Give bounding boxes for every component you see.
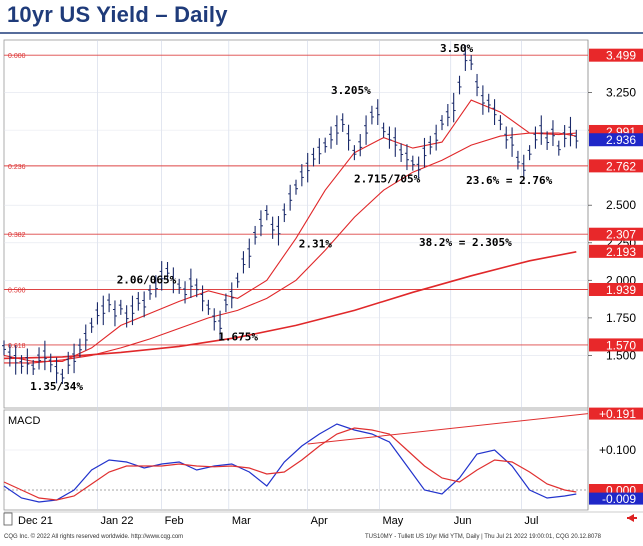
scroll-start-marker[interactable] bbox=[3, 512, 13, 526]
price-annotation: 23.6% = 2.76% bbox=[466, 174, 552, 187]
fib-layer: 0.000 0.236 0.382 0.500 0.618 bbox=[4, 53, 588, 350]
month-label: Jul bbox=[524, 515, 538, 527]
fib-value-box bbox=[589, 338, 643, 352]
fib-level-label: 0.500 bbox=[8, 287, 26, 294]
macd-value-box bbox=[589, 407, 643, 420]
fib-value-box-label: 2.762 bbox=[606, 159, 636, 173]
price-value-box-label: 2.936 bbox=[606, 133, 636, 147]
fib-level-label: 0.236 bbox=[8, 164, 26, 171]
moving-average-ma_mid bbox=[4, 132, 577, 364]
fib-value-box bbox=[589, 227, 643, 241]
month-label: May bbox=[383, 515, 404, 527]
scroll-arrow-tail[interactable] bbox=[627, 517, 637, 519]
price-annotation: 3.50% bbox=[440, 42, 473, 55]
macd-label: MACD bbox=[8, 415, 40, 427]
fib-value-box-label: 1.570 bbox=[606, 338, 636, 352]
fib-value-box-label: 3.499 bbox=[606, 49, 636, 63]
month-label: Jan 22 bbox=[100, 515, 133, 527]
fib-value-box-label: 1.939 bbox=[606, 283, 636, 297]
fib-value-box bbox=[589, 282, 643, 296]
annotation-layer: 3.50% 3.205% 2.715/705% 23.6% = 2.76% 38.2% … bbox=[30, 42, 553, 393]
price-value-box bbox=[589, 244, 643, 258]
price-annotation: 2.31% bbox=[299, 237, 332, 250]
moving-average-layer bbox=[3, 99, 577, 364]
month-label: Apr bbox=[311, 515, 328, 527]
price-value-box-label: 2.193 bbox=[606, 245, 636, 259]
moving-average-ma_long bbox=[3, 251, 577, 360]
price-tick-label: 1.750 bbox=[606, 311, 636, 325]
price-value-box bbox=[589, 133, 643, 147]
month-label: Mar bbox=[232, 515, 251, 527]
price-annotation: 1.675% bbox=[218, 330, 258, 343]
fib-level-label: 0.618 bbox=[8, 343, 26, 350]
macd-tick-label: +0.100 bbox=[599, 443, 636, 457]
price-annotation: 38.2% = 2.305% bbox=[419, 236, 512, 249]
macd-panel bbox=[3, 409, 589, 511]
price-tick-label: 2.500 bbox=[606, 198, 636, 212]
footer-left: CQG Inc. © 2022 All rights reserved worl… bbox=[4, 533, 183, 540]
macd-value-box-label: -0.009 bbox=[602, 492, 636, 506]
price-tick-label: 3.250 bbox=[606, 86, 636, 100]
ohlc-layer bbox=[2, 45, 579, 384]
value-box-layer: 3.4992.7622.3071.9391.5702.9912.9362.193… bbox=[589, 48, 643, 506]
month-label: Jun bbox=[454, 515, 472, 527]
month-axis: Dec 21 Jan 22 Feb Mar Apr May Jun Jul bbox=[18, 515, 538, 527]
price-annotation: 1.35/34% bbox=[30, 380, 83, 393]
month-label: Dec 21 bbox=[18, 515, 53, 527]
price-annotation: 2.715/705% bbox=[354, 173, 421, 186]
price-annotation: 2.06/065% bbox=[117, 273, 177, 286]
macd-series-trendline bbox=[307, 413, 589, 445]
macd-value-box-label: +0.191 bbox=[599, 407, 636, 421]
macd-value-box bbox=[589, 492, 643, 505]
price-tick-label: 1.500 bbox=[606, 348, 636, 362]
month-label: Feb bbox=[165, 515, 184, 527]
macd-series-signal bbox=[3, 427, 577, 501]
fib-value-box-label: 2.307 bbox=[606, 228, 636, 242]
macd-layer: +0.100 bbox=[3, 413, 636, 503]
fib-level-label: 0.000 bbox=[8, 53, 26, 60]
moving-average-ma_short bbox=[3, 99, 577, 362]
macd-series-macd bbox=[3, 423, 577, 503]
price-panel bbox=[3, 39, 589, 409]
fib-value-box bbox=[589, 159, 643, 173]
grid-layer bbox=[4, 40, 588, 510]
fib-value-box bbox=[589, 48, 643, 62]
chart-title: 10yr US Yield – Daily bbox=[7, 2, 228, 27]
price-annotation: 3.205% bbox=[331, 84, 371, 97]
footer-right: TUS10MY - Tullett US 10yr Mid YTM, Daily… bbox=[365, 534, 602, 540]
fib-level-label: 0.382 bbox=[8, 232, 26, 239]
